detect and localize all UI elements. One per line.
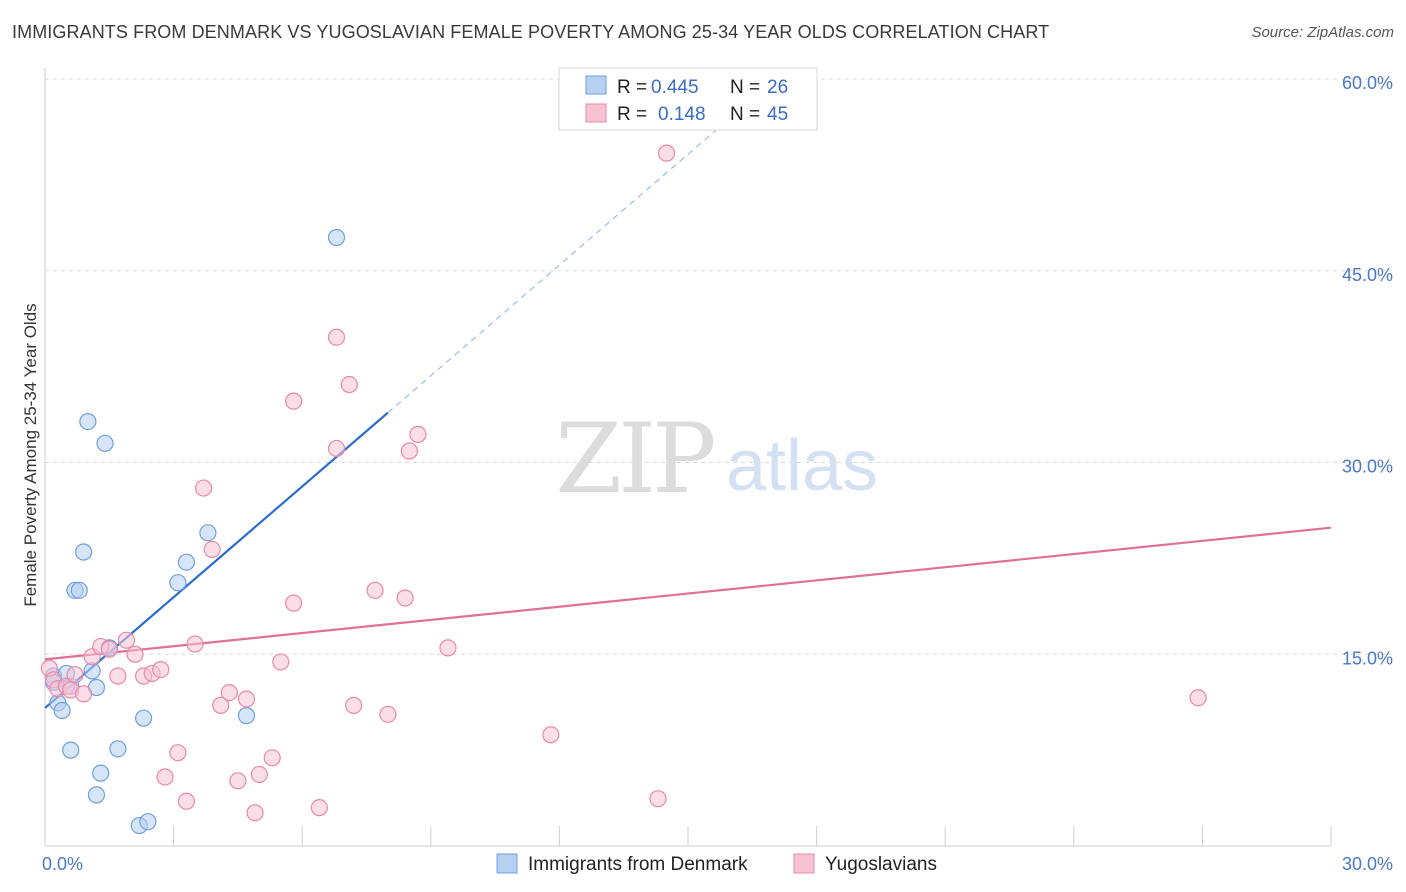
point-yugoslavians [169, 744, 187, 762]
y-tick-label: 60.0% [1342, 73, 1393, 93]
point-yugoslavians [657, 144, 676, 162]
point-yugoslavians [310, 799, 328, 817]
bottom-legend: Immigrants from Denmark Yugoslavians [496, 853, 937, 875]
point-yugoslavians [203, 540, 221, 559]
point-yugoslavians [117, 631, 136, 649]
point-yugoslavians [439, 639, 457, 657]
trendlines [44, 116, 1332, 709]
point-denmark [70, 581, 88, 599]
point-yugoslavians [250, 765, 268, 784]
legend-r-label-denmark: R = [617, 77, 647, 98]
legend-n-value-yugoslavians: 45 [767, 104, 788, 125]
point-yugoslavians [195, 479, 213, 497]
point-yugoslavians [542, 726, 560, 744]
point-yugoslavians [220, 683, 238, 702]
legend-swatch-denmark [585, 75, 607, 95]
chart-title: IMMIGRANTS FROM DENMARK VS YUGOSLAVIAN F… [12, 22, 1050, 42]
point-yugoslavians [272, 653, 290, 671]
legend-n-label-denmark: N = [730, 77, 760, 98]
point-yugoslavians [327, 328, 346, 346]
point-denmark [62, 741, 80, 759]
y-tick-label: 45.0% [1342, 265, 1393, 285]
point-denmark [237, 707, 256, 725]
point-yugoslavians [263, 749, 281, 767]
point-yugoslavians [285, 392, 303, 410]
point-yugoslavians [1189, 689, 1207, 707]
point-denmark [139, 813, 157, 831]
point-denmark [169, 574, 187, 592]
point-yugoslavians [340, 375, 358, 394]
point-yugoslavians [400, 442, 418, 460]
watermark-zip: ZIP [555, 403, 714, 515]
legend-n-label-yugoslavians: N = [730, 104, 760, 125]
x-tick-label: 0.0% [42, 854, 83, 874]
point-yugoslavians [237, 690, 256, 708]
x-tick-label: 30.0% [1342, 854, 1393, 874]
legend: R = 0.445 N = 26 R = 0.148 N = 45 [558, 67, 818, 131]
point-denmark [327, 228, 346, 247]
watermark-atlas: atlas [726, 426, 878, 506]
point-denmark [53, 701, 71, 720]
y-axis-label: Female Poverty Among 25-34 Year Olds [21, 303, 40, 606]
gridlines [45, 78, 1392, 655]
point-denmark [92, 764, 110, 782]
trendline-yugoslavians [44, 526, 1332, 661]
point-yugoslavians [246, 804, 264, 822]
point-denmark [109, 740, 127, 758]
point-denmark [74, 543, 93, 561]
point-yugoslavians [126, 645, 144, 663]
legend-r-value-denmark: 0.445 [651, 77, 699, 98]
legend-n-value-denmark: 26 [767, 77, 788, 98]
point-yugoslavians [229, 772, 247, 790]
watermark: ZIP atlas [555, 403, 878, 515]
trendline-denmark [44, 411, 389, 709]
point-yugoslavians [66, 666, 84, 684]
point-yugoslavians [156, 768, 174, 786]
point-yugoslavians [152, 660, 170, 679]
point-yugoslavians [366, 581, 384, 599]
y-tick-labels: 15.0% 30.0% 45.0% 60.0% [1342, 73, 1393, 668]
point-yugoslavians [649, 790, 667, 808]
point-denmark [177, 553, 196, 571]
point-yugoslavians [186, 635, 204, 653]
point-yugoslavians [212, 696, 230, 714]
axes [44, 68, 1332, 847]
point-denmark [96, 434, 114, 452]
point-yugoslavians [177, 792, 196, 810]
bottom-legend-label-yugoslavians: Yugoslavians [825, 854, 937, 875]
bottom-legend-swatch-denmark [496, 853, 518, 874]
data-points [40, 144, 1207, 835]
trendline-denmark-extension [387, 116, 732, 414]
point-yugoslavians [100, 640, 118, 658]
legend-r-label-yugoslavians: R = [617, 104, 647, 125]
point-yugoslavians [109, 667, 127, 685]
point-yugoslavians [409, 425, 427, 443]
point-yugoslavians [327, 439, 346, 458]
y-tick-label: 30.0% [1342, 457, 1393, 477]
x-tick-labels: 0.0% 30.0% [42, 854, 1393, 874]
point-yugoslavians [396, 589, 414, 607]
point-denmark [199, 524, 217, 542]
point-yugoslavians [285, 594, 303, 612]
point-yugoslavians [74, 685, 93, 703]
legend-r-value-yugoslavians: 0.148 [658, 104, 706, 125]
point-yugoslavians [345, 696, 363, 714]
legend-swatch-yugoslavians [585, 103, 607, 123]
point-denmark [87, 786, 106, 804]
point-denmark [134, 709, 153, 727]
y-tick-label: 15.0% [1342, 648, 1393, 668]
bottom-legend-swatch-yugoslavians [793, 853, 815, 874]
point-yugoslavians [379, 705, 397, 723]
source-label: Source: ZipAtlas.com [1251, 24, 1394, 41]
bottom-legend-label-denmark: Immigrants from Denmark [528, 854, 748, 875]
point-denmark [79, 412, 97, 431]
